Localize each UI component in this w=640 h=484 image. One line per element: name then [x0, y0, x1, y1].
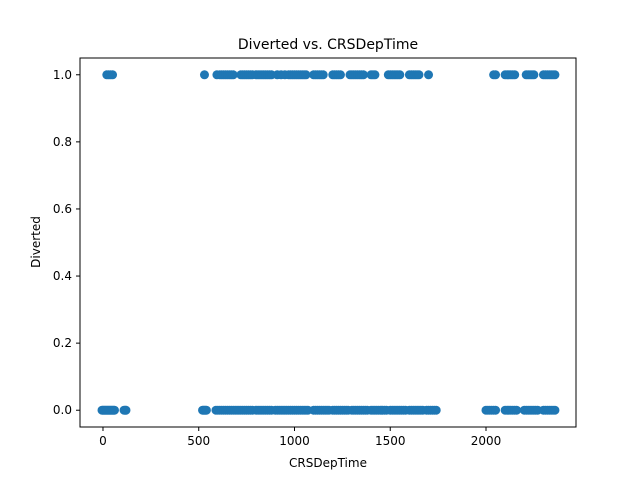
data-point — [108, 70, 118, 80]
data-point — [358, 70, 368, 80]
data-point — [228, 70, 238, 80]
x-axis-label: CRSDepTime — [289, 456, 367, 470]
data-point — [550, 405, 560, 415]
y-tick-label: 0.0 — [53, 403, 72, 417]
data-point — [395, 70, 405, 80]
data-point — [529, 70, 539, 80]
data-point — [491, 405, 501, 415]
x-tick-label: 1500 — [375, 434, 406, 448]
data-point — [199, 70, 209, 80]
data-point — [510, 70, 520, 80]
data-point — [424, 70, 434, 80]
x-tick-label: 500 — [187, 434, 210, 448]
data-point — [335, 70, 345, 80]
data-point — [491, 70, 501, 80]
data-point — [512, 405, 522, 415]
data-point — [318, 70, 328, 80]
x-axis: 0 500 1000 1500 2000 — [99, 427, 501, 448]
data-point — [121, 405, 131, 415]
data-point — [550, 70, 560, 80]
data-point — [414, 70, 424, 80]
data-points — [97, 70, 560, 415]
data-point — [109, 405, 119, 415]
y-tick-label: 1.0 — [53, 68, 72, 82]
plot-area — [79, 57, 577, 428]
data-point — [201, 405, 211, 415]
chart-title: Diverted vs. CRSDepTime — [238, 37, 418, 53]
y-axis-label: Diverted — [29, 216, 43, 268]
y-tick-label: 0.2 — [53, 336, 72, 350]
y-tick-label: 0.4 — [53, 269, 72, 283]
y-axis: 0.0 0.2 0.4 0.6 0.8 1.0 — [53, 68, 80, 417]
y-tick-label: 0.6 — [53, 202, 72, 216]
x-tick-label: 2000 — [471, 434, 502, 448]
data-point — [370, 70, 380, 80]
data-point — [431, 405, 441, 415]
x-tick-label: 1000 — [279, 434, 310, 448]
y-tick-label: 0.8 — [53, 135, 72, 149]
data-point — [301, 70, 311, 80]
x-tick-label: 0 — [99, 434, 107, 448]
